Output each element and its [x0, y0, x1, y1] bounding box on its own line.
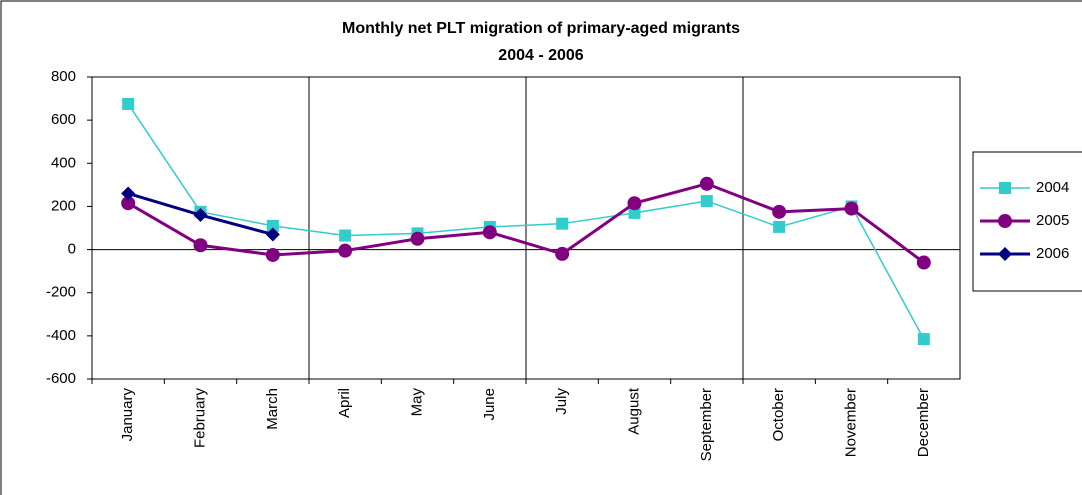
marker [998, 214, 1012, 228]
legend-label: 2004 [1036, 179, 1069, 196]
marker [265, 247, 280, 262]
x-tick-label: April [336, 388, 353, 418]
x-tick-label: February [191, 388, 208, 449]
marker [627, 196, 642, 211]
x-tick-label: July [553, 388, 570, 415]
marker [555, 246, 570, 261]
marker [916, 255, 931, 270]
x-tick-label: March [264, 388, 281, 430]
marker [265, 227, 280, 242]
marker [122, 97, 135, 110]
y-tick-label: 200 [51, 197, 76, 214]
x-tick-label: January [119, 388, 136, 442]
marker [121, 196, 136, 211]
y-tick-label: 800 [51, 68, 76, 85]
y-tick-label: -600 [46, 370, 76, 387]
x-tick-label: August [625, 387, 642, 435]
marker [338, 243, 353, 258]
marker [556, 217, 569, 230]
x-tick-label: May [408, 388, 425, 417]
marker [699, 176, 714, 191]
marker [917, 333, 930, 346]
chart-subtitle: 2004 - 2006 [498, 47, 584, 64]
y-tick-label: 0 [68, 241, 76, 258]
legend-label: 2005 [1036, 212, 1069, 229]
marker [482, 225, 497, 240]
y-tick-label: -400 [46, 327, 76, 344]
y-tick-label: -200 [46, 284, 76, 301]
x-tick-label: September [698, 388, 715, 461]
marker [998, 247, 1012, 261]
legend-label: 2006 [1036, 245, 1069, 262]
chart-title: Monthly net PLT migration of primary-age… [342, 20, 740, 37]
marker [773, 220, 786, 233]
x-tick-label: June [481, 388, 498, 421]
legend: 2004 2005 2006 [972, 151, 1082, 292]
marker [121, 186, 136, 201]
x-tick-label: October [770, 388, 787, 441]
y-tick-label: 400 [51, 154, 76, 171]
marker [339, 229, 352, 242]
x-tick-label: December [915, 388, 932, 457]
marker [193, 208, 208, 223]
marker [999, 182, 1011, 194]
series-line [127, 103, 925, 340]
marker [772, 204, 787, 219]
x-tick-label: November [842, 388, 859, 457]
marker [628, 206, 641, 219]
series-line [127, 182, 925, 264]
marker [266, 219, 279, 232]
marker [193, 238, 208, 253]
marker [410, 231, 425, 246]
marker [700, 195, 713, 208]
marker [844, 201, 859, 216]
y-tick-label: 600 [51, 111, 76, 128]
